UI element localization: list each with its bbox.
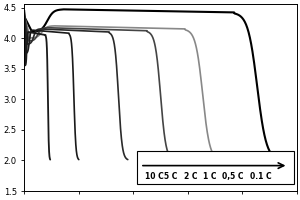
- Text: 2 C: 2 C: [184, 172, 198, 181]
- Text: 1 C: 1 C: [203, 172, 217, 181]
- Bar: [137, 151, 294, 184]
- Text: 5 C: 5 C: [164, 172, 177, 181]
- Text: 0,5 C: 0,5 C: [222, 172, 243, 181]
- Text: 0.1 C: 0.1 C: [250, 172, 272, 181]
- Text: 10 C: 10 C: [145, 172, 164, 181]
